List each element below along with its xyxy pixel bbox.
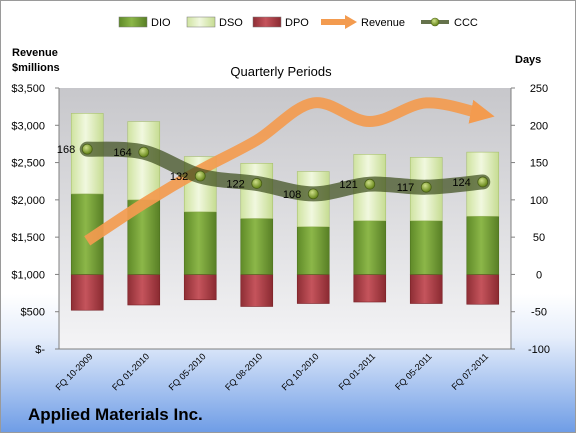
right-tick-label: 50 [533,232,545,244]
ccc-point [420,181,432,193]
bar-dio [466,215,500,275]
bar-dpo [70,274,104,311]
legend-dpo-swatch [252,16,282,28]
ccc-data-label: 164 [113,147,131,159]
ccc-data-label: 121 [339,179,357,191]
left-tick-label: $3,000 [11,120,45,132]
left-axis-label: Revenue [12,47,58,59]
right-tick-label: 150 [530,158,548,170]
ccc-point [307,188,319,200]
right-tick-label: 250 [530,83,548,95]
right-axis-label: Days [515,54,541,66]
legend-label: Revenue [361,17,405,29]
left-tick-label: $2,000 [11,195,45,207]
legend-revenue-arrow [345,15,357,29]
bar-dpo [127,274,161,306]
left-tick-label: $- [35,344,45,356]
left-tick-label: $2,500 [11,158,45,170]
legend-dso-swatch [186,16,216,28]
x-tick-label: FQ 08-2010 [223,351,264,392]
ccc-point [251,178,263,189]
bar-dpo [409,274,443,304]
legend-dio-swatch [118,16,148,28]
ccc-point [477,176,489,188]
x-tick-label: FQ 10-2009 [54,351,95,392]
bar-dio [183,211,217,275]
bar-dpo [183,274,217,301]
ccc-data-label: 132 [170,171,188,183]
legend-label: DSO [219,17,243,29]
ccc-data-label: 108 [283,189,301,201]
bar-dpo [296,274,330,304]
right-tick-label: 200 [530,120,548,132]
x-tick-label: FQ 10-2010 [280,351,321,392]
company-name: Applied Materials Inc. [28,405,203,424]
left-axis-label: $millions [12,62,60,74]
x-tick-label: FQ 05-2010 [167,351,208,392]
legend-label: DPO [285,17,309,29]
right-tick-label: 0 [536,269,542,281]
bar-dio [296,226,330,275]
ccc-point [138,146,150,158]
revenue-line [84,97,495,246]
bar-dpo [240,274,274,307]
bar-dio [240,218,274,275]
ccc-data-label: 122 [226,178,244,190]
right-tick-label: -50 [531,307,547,319]
right-tick-label: -100 [528,344,550,356]
ccc-point [194,170,206,182]
bar-dio [409,220,443,275]
ccc-data-label: 117 [397,182,415,194]
ccc-data-label: 124 [452,177,470,189]
x-tick-label: FQ 01-2011 [337,351,378,392]
left-tick-label: $1,000 [11,269,45,281]
bar-dpo [353,274,387,303]
bar-dio [353,220,387,275]
left-tick-label: $500 [21,307,45,319]
ccc-data-label: 168 [57,144,75,156]
ccc-point [81,143,93,155]
bar-dpo [466,274,500,305]
chart-title: Quarterly Periods [230,64,332,79]
x-tick-label: FQ 05-2011 [393,351,434,392]
left-tick-label: $1,500 [11,232,45,244]
left-tick-label: $3,500 [11,83,45,95]
x-tick-label: FQ 07-2011 [450,351,491,392]
legend-label: DIO [151,17,171,29]
legend-ccc-dot [430,17,440,27]
right-tick-label: 100 [530,195,548,207]
ccc-point [364,178,376,190]
x-tick-label: FQ 01-2010 [110,351,151,392]
legend-label: CCC [454,17,478,29]
